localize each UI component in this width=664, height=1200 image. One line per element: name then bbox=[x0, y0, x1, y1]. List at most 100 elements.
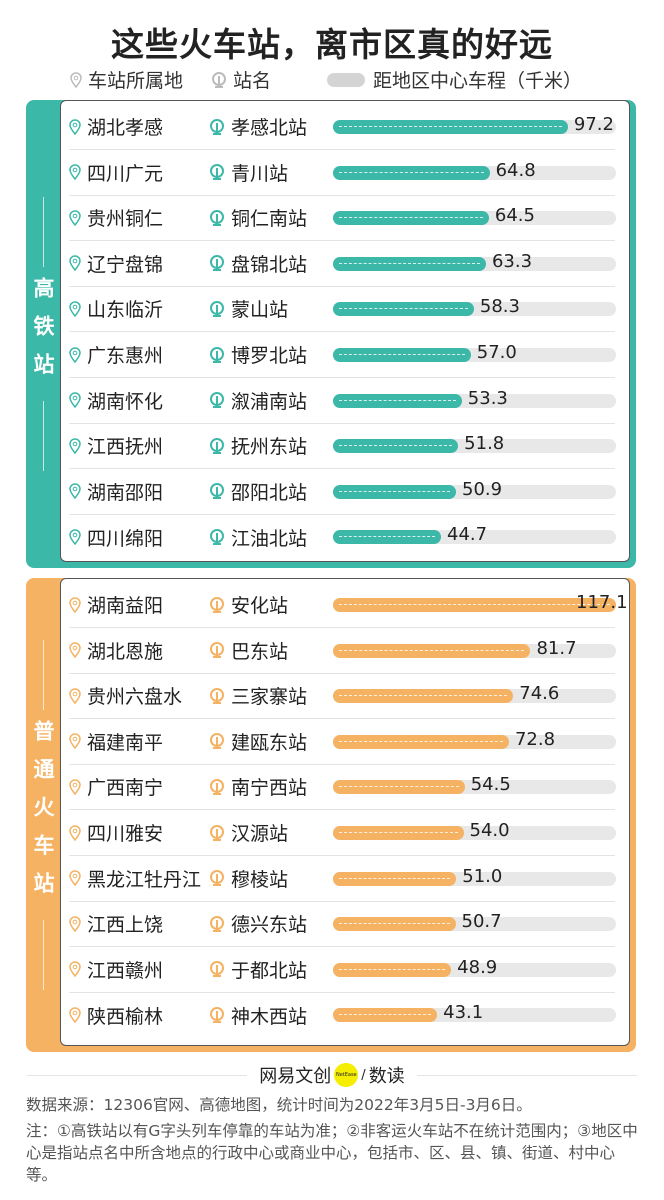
location-cell: 四川雅安 bbox=[69, 819, 209, 846]
location-pin-icon bbox=[69, 870, 81, 887]
bar bbox=[333, 689, 514, 704]
location-cell: 广西南宁 bbox=[69, 773, 209, 800]
table-row: 江西抚州 抚州东站 51.8 bbox=[69, 423, 616, 470]
bar-track bbox=[333, 826, 616, 840]
station-cell: 三家寨站 bbox=[209, 682, 327, 709]
station-name: 汉源站 bbox=[231, 823, 289, 845]
table-row: 广西南宁 南宁西站 54.5 bbox=[69, 764, 616, 811]
station-name: 安化站 bbox=[231, 595, 289, 617]
station-name: 巴东站 bbox=[231, 640, 289, 663]
bar-track bbox=[333, 780, 616, 795]
table-row: 江西赣州 于都北站 48.9 bbox=[69, 947, 616, 993]
station-cell: 于都北站 bbox=[209, 956, 327, 983]
data-label: 57.0 bbox=[476, 342, 517, 363]
table-row: 四川绵阳 江油北站 44.7 bbox=[69, 514, 616, 560]
table-row: 广东惠州 博罗北站 57.0 bbox=[69, 332, 616, 378]
location-name: 贵州六盘水 bbox=[87, 686, 183, 709]
page-title: 这些火车站，离市区真的好远 bbox=[111, 25, 553, 64]
station-icon bbox=[210, 824, 224, 841]
station-cell: 蒙山站 bbox=[209, 295, 327, 322]
divider bbox=[42, 401, 44, 471]
station-name: 穆棱站 bbox=[231, 868, 289, 891]
location-pin-icon bbox=[69, 529, 81, 546]
location-name: 湖南益阳 bbox=[87, 595, 164, 617]
bar bbox=[333, 598, 616, 612]
table-row: 湖南怀化 溆浦南站 53.3 bbox=[69, 378, 616, 424]
location-pin-icon bbox=[69, 824, 81, 841]
note-text: 注：①高铁站以有G字头列车停靠的车站为准；②非客运火车站不在统计范围内；③地区中… bbox=[26, 1122, 638, 1184]
data-label: 72.8 bbox=[514, 728, 556, 750]
location-cell: 江西赣州 bbox=[69, 956, 209, 983]
data-label: 51.0 bbox=[462, 865, 503, 887]
legend-bar-swatch bbox=[327, 72, 366, 87]
data-label: 64.8 bbox=[495, 159, 536, 181]
station-cell: 博罗北站 bbox=[209, 341, 327, 368]
location-pin-icon bbox=[69, 346, 81, 363]
location-pin-icon bbox=[69, 733, 81, 750]
bar bbox=[333, 211, 489, 226]
station-icon bbox=[210, 437, 224, 454]
station-icon bbox=[210, 346, 224, 363]
bar bbox=[333, 165, 490, 180]
divider bbox=[42, 640, 44, 710]
legend: 车站所属地 站名 距地区中心车程（千米） bbox=[70, 66, 582, 93]
location-cell: 湖北恩施 bbox=[69, 637, 209, 664]
data-label: 63.3 bbox=[491, 250, 533, 272]
bar bbox=[333, 348, 471, 362]
location-pin-icon bbox=[69, 164, 81, 181]
station-icon bbox=[210, 118, 224, 135]
location-pin-icon bbox=[69, 596, 81, 613]
bar bbox=[333, 917, 456, 932]
group-label-high-speed: 高铁站 bbox=[26, 100, 60, 568]
bar bbox=[333, 643, 531, 658]
bar bbox=[333, 871, 457, 886]
bar bbox=[333, 120, 568, 134]
station-icon bbox=[210, 915, 224, 932]
location-name: 江西赣州 bbox=[87, 959, 164, 982]
station-name: 孝感北站 bbox=[231, 117, 308, 139]
divider bbox=[42, 920, 44, 990]
station-icon bbox=[210, 255, 224, 272]
station-icon bbox=[210, 1007, 224, 1024]
brand-sep: / bbox=[361, 1067, 366, 1083]
station-name: 邵阳北站 bbox=[231, 481, 308, 504]
bar-track bbox=[333, 734, 616, 749]
table-row: 四川广元 青川站 64.8 bbox=[69, 150, 616, 196]
location-cell: 江西上饶 bbox=[69, 910, 209, 937]
table-row: 陕西榆林 神木西站 43.1 bbox=[69, 992, 616, 1038]
bar-track bbox=[333, 689, 616, 704]
station-name: 盘锦北站 bbox=[231, 253, 308, 276]
station-name: 铜仁南站 bbox=[231, 208, 308, 231]
station-cell: 巴东站 bbox=[209, 637, 327, 664]
station-name: 蒙山站 bbox=[231, 299, 289, 322]
location-name: 湖北孝感 bbox=[87, 117, 164, 139]
station-icon bbox=[212, 71, 227, 88]
location-name: 广东惠州 bbox=[87, 345, 164, 367]
station-name: 建瓯东站 bbox=[231, 731, 308, 754]
data-label: 48.9 bbox=[457, 956, 498, 978]
location-cell: 陕西榆林 bbox=[69, 1002, 209, 1029]
data-label: 43.1 bbox=[443, 1002, 484, 1024]
table-row: 福建南平 建瓯东站 72.8 bbox=[69, 719, 616, 765]
station-icon bbox=[210, 733, 224, 750]
bar bbox=[333, 1008, 438, 1023]
location-pin-icon bbox=[69, 688, 81, 704]
location-pin-icon bbox=[70, 71, 82, 88]
location-cell: 四川绵阳 bbox=[69, 524, 209, 551]
location-pin-icon bbox=[69, 779, 81, 795]
location-pin-icon bbox=[69, 438, 81, 454]
bar bbox=[333, 302, 474, 317]
location-name: 湖南邵阳 bbox=[87, 481, 164, 504]
station-name: 于都北站 bbox=[231, 959, 308, 982]
group-label-text: 高铁站 bbox=[31, 277, 55, 391]
brand-badge: NetEase bbox=[334, 1063, 359, 1087]
station-icon bbox=[210, 529, 224, 546]
location-pin-icon bbox=[69, 483, 81, 500]
bar-track bbox=[333, 393, 616, 408]
table-row: 湖南益阳 安化站 117.1 bbox=[69, 582, 628, 628]
station-cell: 溆浦南站 bbox=[209, 387, 327, 414]
station-name: 溆浦南站 bbox=[231, 390, 308, 413]
data-label: 50.7 bbox=[461, 911, 502, 933]
table-row: 贵州六盘水 三家寨站 74.6 bbox=[69, 673, 616, 720]
station-cell: 德兴东站 bbox=[209, 910, 327, 937]
